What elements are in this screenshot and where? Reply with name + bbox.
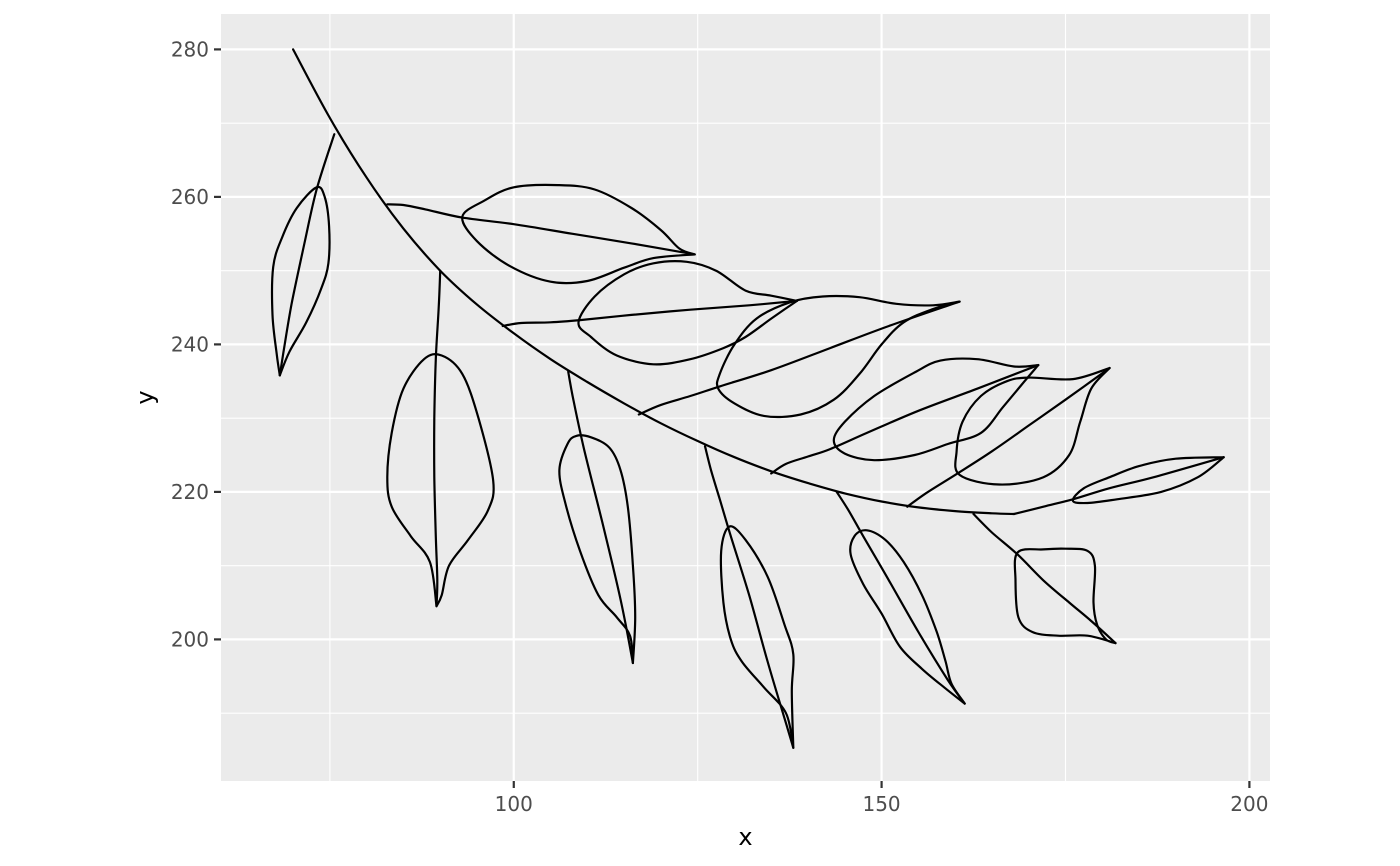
leaf-line — [906, 366, 1111, 508]
y-tick-label: 240 — [171, 332, 209, 356]
leaf-line — [1012, 456, 1225, 516]
leaf-line — [577, 260, 799, 366]
leaf-line — [849, 529, 966, 705]
y-tick-label: 200 — [171, 627, 209, 651]
panel-background — [221, 14, 1270, 781]
leaf-line — [954, 366, 1111, 486]
leaf-line — [433, 269, 442, 608]
x-axis-title: x — [738, 823, 752, 851]
main-stem-line — [292, 48, 1016, 516]
x-tick-label: 150 — [862, 792, 900, 816]
leaf-line — [461, 183, 696, 285]
leaf-line — [567, 370, 634, 665]
y-axis-title: y — [131, 390, 159, 404]
leaf-line — [386, 203, 696, 256]
leaf-line — [270, 185, 331, 377]
leaf-line — [1013, 547, 1117, 645]
leaf-line — [558, 434, 637, 665]
leaf-line — [1071, 456, 1225, 505]
leaf-line — [637, 300, 961, 416]
tick-labels: 100 150 200 200 220 240 260 280 — [171, 37, 1269, 816]
leaf-line — [386, 352, 495, 608]
leaf-line — [703, 445, 795, 749]
leaf-line — [719, 525, 795, 749]
y-tick-label: 280 — [171, 37, 209, 61]
leaf-line — [501, 299, 799, 328]
y-tick-label: 260 — [171, 185, 209, 209]
series-lines — [270, 48, 1225, 749]
x-tick-label: 200 — [1230, 792, 1268, 816]
leaf-line — [972, 512, 1117, 645]
leaf-line — [770, 364, 1040, 475]
leaf-line — [832, 357, 1040, 462]
axis-ticks — [214, 48, 1251, 788]
leaf-line — [715, 294, 961, 419]
x-tick-label: 100 — [495, 792, 533, 816]
gridlines — [221, 14, 1270, 781]
leaf-line — [278, 133, 336, 377]
y-tick-label: 220 — [171, 480, 209, 504]
leaf-line — [835, 490, 966, 705]
